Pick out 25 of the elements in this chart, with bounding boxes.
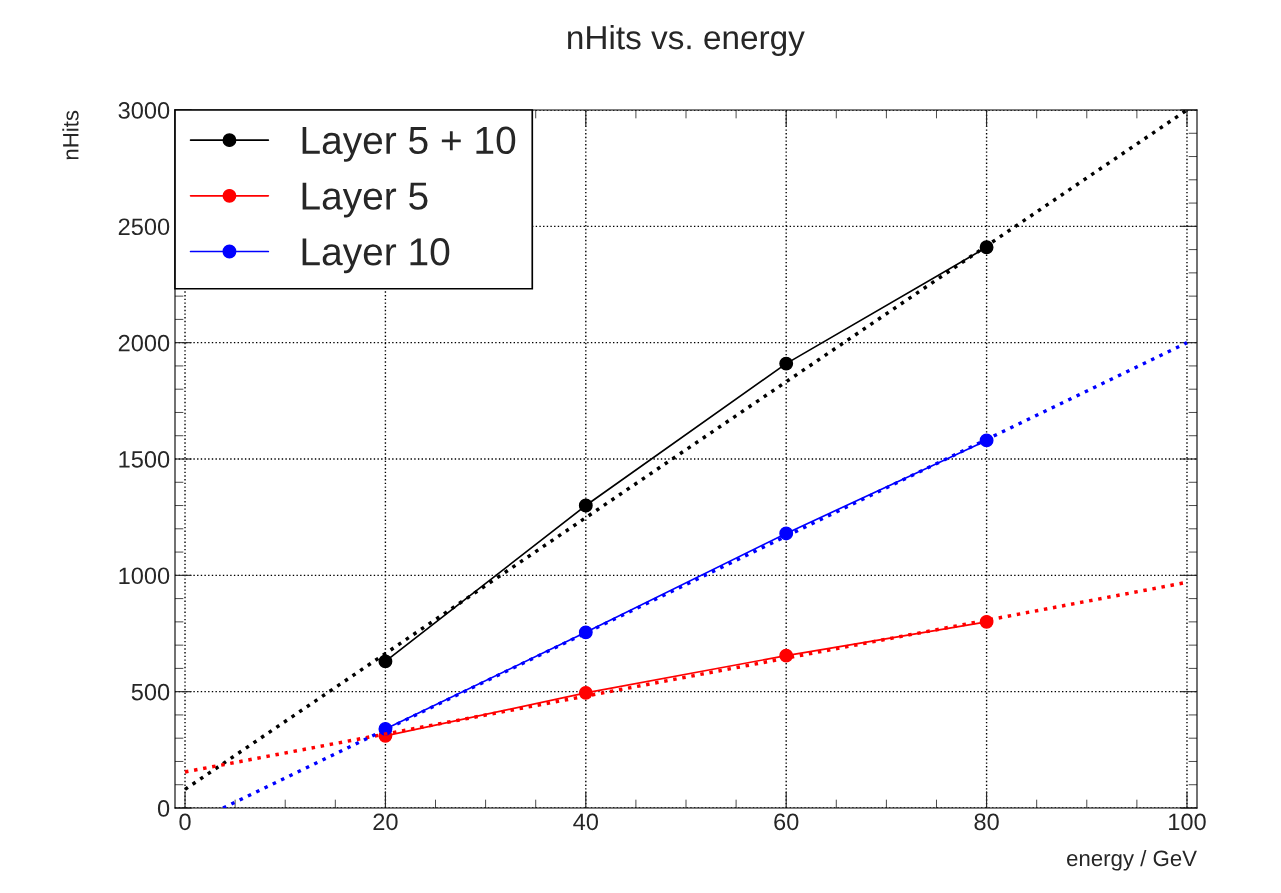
- y-tick-label: 500: [131, 683, 170, 701]
- point: [979, 433, 994, 448]
- y-tick-label: 0: [157, 800, 170, 817]
- legend-label: Layer 5 + 10: [302, 126, 516, 162]
- point: [779, 356, 794, 371]
- point: [578, 685, 593, 700]
- legend-label: Layer 10: [302, 237, 450, 274]
- y-tick-label: 2000: [118, 334, 170, 352]
- y-axis-title: nHits: [62, 110, 79, 160]
- point: [779, 526, 794, 541]
- point: [578, 498, 593, 513]
- x-tick-label: 100: [1169, 813, 1206, 831]
- y-tick-label: 1000: [119, 567, 170, 585]
- x-tick-label: 20: [373, 813, 398, 831]
- chart-title: nHits vs. energy: [568, 24, 805, 57]
- x-axis-title: energy / GeV: [1067, 849, 1197, 871]
- x-tick-label: 60: [774, 813, 799, 831]
- legend-label: Layer 5: [302, 182, 428, 218]
- point: [378, 654, 393, 669]
- x-tick-label: 40: [573, 813, 599, 831]
- y-tick-label: 2500: [118, 218, 170, 236]
- x-tick-label: 80: [974, 813, 999, 831]
- y-tick-label: 3000: [118, 102, 170, 119]
- x-tick-label: 0: [179, 813, 191, 831]
- y-tick-label: 1500: [119, 451, 170, 468]
